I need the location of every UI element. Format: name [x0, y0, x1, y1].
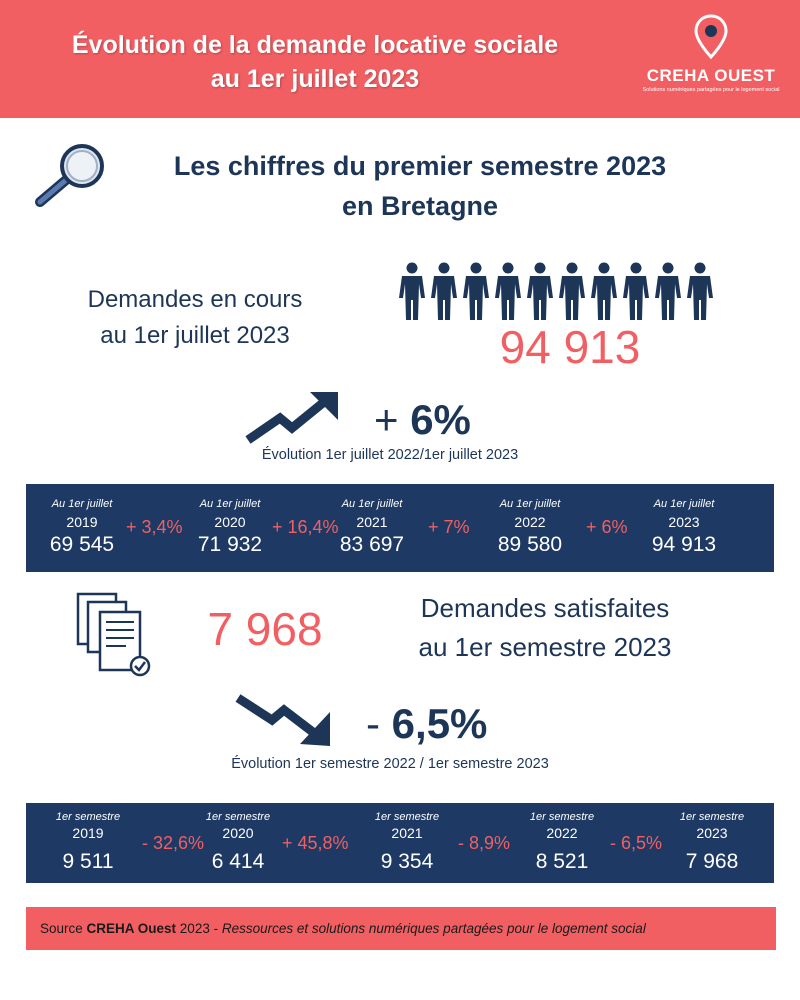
logo-name: CREHA OUEST [646, 66, 776, 85]
history-label: Au 1er juillet [499, 498, 561, 510]
semestre-value: 9 511 [62, 850, 114, 873]
header-banner: Évolution de la demande locative sociale… [0, 0, 800, 118]
source-prefix: Source [40, 921, 87, 936]
history-delta: + 6% [586, 517, 628, 537]
history-value: 94 913 [651, 533, 717, 556]
person-figure-icon [527, 262, 553, 320]
history-label: Au 1er juillet [341, 498, 403, 510]
satisfaites-label-line1: Demandes satisfaites [420, 593, 670, 623]
semestre-cell-2019: 1er semestre 2019 9 511 [46, 811, 130, 874]
history-value: 83 697 [339, 533, 405, 556]
logo-tagline: Solutions numériques partagées pour le l… [642, 87, 780, 93]
history-label: Au 1er juillet [51, 498, 113, 510]
semestre-cell-2023: 1er semestre 2023 7 968 [666, 811, 758, 874]
history-value: 69 545 [49, 533, 115, 556]
person-figure-icon [399, 262, 425, 320]
history-label: Au 1er juillet [653, 498, 715, 510]
source-description: Ressources et solutions numériques parta… [221, 921, 646, 936]
demandes-en-cours-value: 94 913 [499, 321, 641, 373]
source-org: CREHA Ouest [86, 921, 177, 936]
history-value: 71 932 [197, 533, 263, 556]
person-figure-icon [655, 262, 681, 320]
semestre-delta: - 6,5% [610, 833, 663, 853]
history-cell-2023: Au 1er juillet 2023 94 913 [642, 498, 726, 557]
evolution-up-caption: Évolution 1er juillet 2022/1er juillet 2… [261, 447, 519, 463]
history-label: Au 1er juillet [199, 498, 261, 510]
semestre-year: 2023 [696, 825, 728, 841]
section-title: Les chiffres du premier semestre 2023 en… [120, 146, 720, 226]
semestre-value: 9 354 [380, 850, 434, 873]
satisfaites-label-line2: au 1er semestre 2023 [418, 632, 672, 662]
page-title: Évolution de la demande locative sociale… [20, 28, 610, 96]
evolution-down-caption: Évolution 1er semestre 2022 / 1er semest… [231, 756, 549, 772]
semestre-cell-2022: 1er semestre 2022 8 521 [516, 811, 608, 874]
history-year: 2019 [66, 514, 98, 530]
person-figure-icon [623, 262, 649, 320]
trend-down-arrow-icon [235, 694, 330, 746]
evolution-up-value: + 6% [374, 396, 471, 444]
history-year: 2022 [514, 514, 546, 530]
semestre-value: 7 968 [685, 850, 739, 873]
history-cell-2022: Au 1er juillet 2022 89 580 [486, 498, 574, 557]
semestre-value: 6 414 [211, 850, 265, 873]
history-value: 89 580 [497, 533, 563, 556]
semestre-delta: + 45,8% [282, 833, 349, 853]
history-delta: + 3,4% [126, 517, 183, 537]
semestre-delta: - 8,9% [458, 833, 511, 853]
history-delta: + 16,4% [272, 517, 339, 537]
person-figure-icon [463, 262, 489, 320]
person-figure-icon [495, 262, 521, 320]
demandes-history-band: Au 1er juillet 2019 69 545 + 3,4% Au 1er… [26, 484, 774, 572]
map-pin-icon [694, 14, 728, 60]
evolution-down-value: - 6,5% [366, 700, 487, 748]
history-cell-2021: Au 1er juillet 2021 83 697 [330, 498, 414, 557]
demandes-en-cours-label: Demandes en cours au 1er juillet 2023 [40, 282, 350, 354]
semestre-cell-2021: 1er semestre 2021 9 354 [362, 811, 452, 874]
history-year: 2020 [214, 514, 246, 530]
evolution-down-number: 6,5% [391, 700, 488, 747]
person-figure-icon [591, 262, 617, 320]
demandes-satisfaites-value: 7 968 [207, 603, 323, 655]
people-icon [399, 262, 713, 320]
semestre-year: 2022 [546, 825, 578, 841]
history-delta: + 7% [428, 517, 470, 537]
documents-checklist-icon [76, 592, 151, 677]
page-title-line2: au 1er juillet 2023 [210, 65, 420, 93]
section-title-line2: en Bretagne [341, 191, 499, 221]
creha-logo: CREHA OUEST Solutions numériques partagé… [636, 14, 786, 104]
semestre-year: 2021 [391, 825, 423, 841]
semestre-label: 1er semestre [55, 811, 121, 823]
source-year: 2023 - [176, 921, 222, 936]
person-figure-icon [559, 262, 585, 320]
history-cell-2019: Au 1er juillet 2019 69 545 [40, 498, 124, 557]
semestre-label: 1er semestre [374, 811, 440, 823]
semestre-year: 2019 [72, 825, 104, 841]
page-title-line1: Évolution de la demande locative sociale [71, 31, 559, 59]
semestre-label: 1er semestre [529, 811, 595, 823]
section-title-line1: Les chiffres du premier semestre 2023 [173, 151, 667, 181]
satisfaites-history-band: 1er semestre 2019 9 511 - 32,6% 1er seme… [26, 803, 774, 883]
semestre-label: 1er semestre [679, 811, 745, 823]
semestre-value: 8 521 [535, 850, 589, 873]
person-figure-icon [431, 262, 457, 320]
person-figure-icon [687, 262, 713, 320]
evolution-down-sign: - [366, 700, 380, 747]
history-cell-2020: Au 1er juillet 2020 71 932 [186, 498, 274, 557]
magnifier-icon [35, 144, 104, 207]
demandes-label-line2: au 1er juillet 2023 [100, 322, 290, 349]
semestre-cell-2020: 1er semestre 2020 6 414 [192, 811, 284, 874]
source-footer: Source CREHA Ouest 2023 - Ressources et … [26, 907, 776, 950]
demandes-label-line1: Demandes en cours [87, 286, 303, 313]
evolution-up-number: 6% [410, 396, 471, 443]
history-year: 2023 [668, 514, 700, 530]
history-year: 2021 [356, 514, 388, 530]
demandes-satisfaites-label: Demandes satisfaites au 1er semestre 202… [380, 589, 710, 667]
evolution-up-sign: + [374, 396, 399, 443]
trend-up-arrow-icon [245, 392, 338, 444]
semestre-delta: - 32,6% [142, 833, 205, 853]
semestre-label: 1er semestre [205, 811, 271, 823]
semestre-year: 2020 [222, 825, 254, 841]
